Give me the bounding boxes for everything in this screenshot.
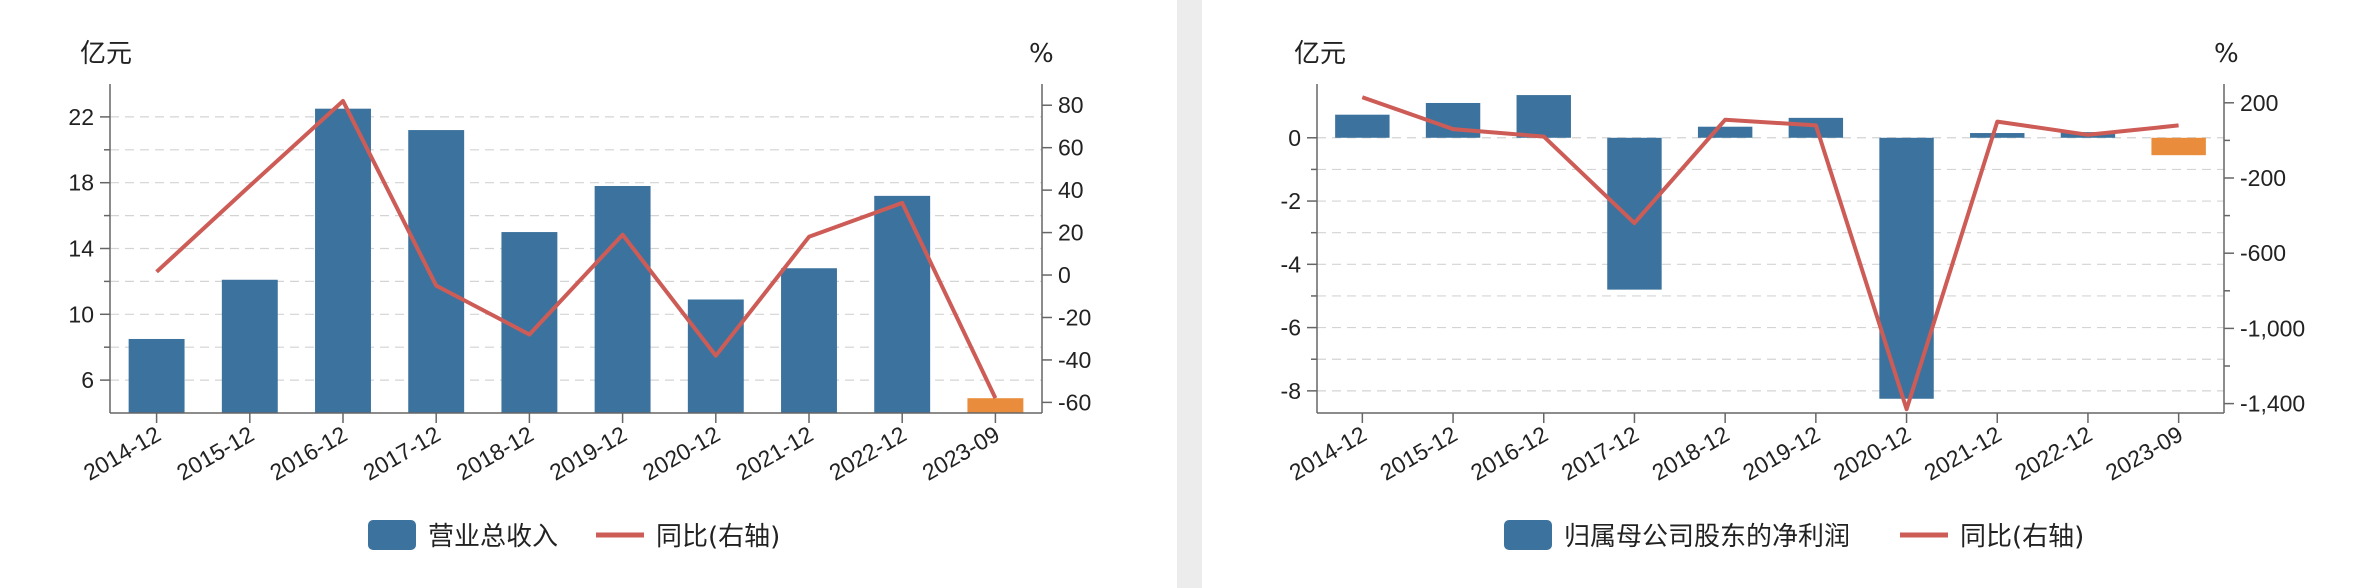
x-tick-label-2016-12: 2016-12 bbox=[265, 421, 351, 486]
y2-tick-label: 60 bbox=[1058, 135, 1084, 161]
yoy-line bbox=[155, 99, 998, 399]
legend-bar-label: 归属母公司股东的净利润 bbox=[1564, 522, 1850, 552]
y-unit-label: 亿元 bbox=[80, 39, 132, 69]
bar-2021-12 bbox=[781, 268, 837, 413]
y-tick-label: -6 bbox=[1281, 315, 1301, 341]
bar-2017-12 bbox=[1607, 137, 1662, 290]
x-tick-label-2023-09: 2023-09 bbox=[918, 421, 1004, 486]
y2-tick-label: 80 bbox=[1058, 92, 1084, 118]
y-tick-label: -4 bbox=[1281, 251, 1302, 277]
y2-tick-label: -1,000 bbox=[2240, 315, 2305, 341]
legend-line-label: 同比(右轴) bbox=[656, 522, 780, 552]
x-tick-label-2021-12: 2021-12 bbox=[1920, 421, 2006, 486]
y2-unit-label: % bbox=[2214, 39, 2239, 69]
left-chart-panel: 6 10 14 18 22 80 60 40 20 0 -20 -40 -60 2014-12 2015-1… bbox=[0, 0, 1177, 588]
y-unit-label: 亿元 bbox=[1294, 39, 1346, 69]
legend: 归属母公司股东的净利润 同比(右轴) bbox=[1504, 520, 2084, 552]
x-tick-label-2023-09: 2023-09 bbox=[2101, 421, 2187, 486]
x-tick-label-2019-12: 2019-12 bbox=[1738, 421, 1824, 486]
y2-tick-label: -60 bbox=[1058, 389, 1091, 415]
x-tick-label-2018-12: 2018-12 bbox=[452, 421, 538, 486]
y-tick-label: 6 bbox=[81, 367, 94, 393]
y2-tick-label: -200 bbox=[2240, 165, 2286, 191]
y2-tick-label: -600 bbox=[2240, 240, 2286, 266]
x-tick-label-2021-12: 2021-12 bbox=[731, 421, 817, 486]
y-tick-label: 14 bbox=[68, 236, 94, 262]
x-tick-label-2016-12: 2016-12 bbox=[1466, 421, 1552, 486]
bar-2023-09 bbox=[2151, 137, 2206, 156]
y-tick-label: 10 bbox=[68, 301, 94, 327]
x-tick-label-2017-12: 2017-12 bbox=[1557, 421, 1643, 486]
y2-tick-label: -40 bbox=[1058, 347, 1091, 373]
x-tick-label-2015-12: 2015-12 bbox=[1375, 421, 1461, 486]
y2-tick-label: 40 bbox=[1058, 177, 1084, 203]
bar-2020-12 bbox=[1879, 137, 1934, 399]
x-tick-label-2017-12: 2017-12 bbox=[359, 421, 445, 486]
y-tick-label: 0 bbox=[1288, 125, 1301, 151]
bar-2014-12 bbox=[128, 338, 185, 413]
y-tick-label: -8 bbox=[1281, 378, 1301, 404]
bar-2016-12 bbox=[1516, 95, 1571, 138]
y2-tick-label: 200 bbox=[2240, 90, 2278, 116]
y2-unit-label: % bbox=[1029, 39, 1054, 69]
bar-2017-12 bbox=[408, 130, 465, 413]
x-tick-label-2015-12: 2015-12 bbox=[172, 421, 258, 486]
legend-bar-swatch bbox=[1504, 520, 1552, 550]
bar-2022-12 bbox=[874, 195, 931, 413]
yoy-line bbox=[1361, 95, 2179, 412]
y-tick-label: 18 bbox=[68, 170, 94, 196]
bar-2015-12 bbox=[221, 279, 278, 413]
y2-tick-label: -1,400 bbox=[2240, 391, 2305, 417]
legend-bar-swatch bbox=[368, 520, 416, 550]
y2-tick-label: -20 bbox=[1058, 304, 1091, 330]
x-tick-label-2018-12: 2018-12 bbox=[1648, 421, 1734, 486]
legend-bar-label: 营业总收入 bbox=[428, 522, 558, 552]
x-tick-label-2020-12: 2020-12 bbox=[638, 421, 724, 486]
x-tick-label-2014-12: 2014-12 bbox=[79, 421, 165, 486]
x-tick-label-2022-12: 2022-12 bbox=[2010, 421, 2096, 486]
bar-2018-12 bbox=[1697, 126, 1753, 138]
y-tick-label: 22 bbox=[68, 104, 94, 130]
y2-tick-label: 0 bbox=[1058, 262, 1071, 288]
bar-2023-09 bbox=[967, 398, 1024, 413]
y-tick-label: -2 bbox=[1281, 188, 1301, 214]
bar-2014-12 bbox=[1335, 114, 1390, 138]
legend: 营业总收入 同比(右轴) bbox=[368, 520, 780, 552]
x-tick-label-2022-12: 2022-12 bbox=[825, 421, 911, 486]
legend-line-label: 同比(右轴) bbox=[1960, 522, 2084, 552]
y2-tick-label: 20 bbox=[1058, 220, 1084, 246]
bar-2016-12 bbox=[315, 108, 371, 414]
x-tick-label-2019-12: 2019-12 bbox=[545, 421, 631, 486]
right-chart-panel: 0 -2 -4 -6 -8 200 -200 -600 -1,000 -1,400 2014-12 2… bbox=[1202, 0, 2354, 588]
revenue-chart: 6 10 14 18 22 80 60 40 20 0 -20 -40 -60 2014-12 2015-1… bbox=[68, 39, 1091, 552]
x-tick-label-2020-12: 2020-12 bbox=[1829, 421, 1915, 486]
x-tick-label-2014-12: 2014-12 bbox=[1285, 421, 1371, 486]
bar-2019-12 bbox=[594, 185, 651, 413]
bar-2021-12 bbox=[1970, 133, 2025, 138]
